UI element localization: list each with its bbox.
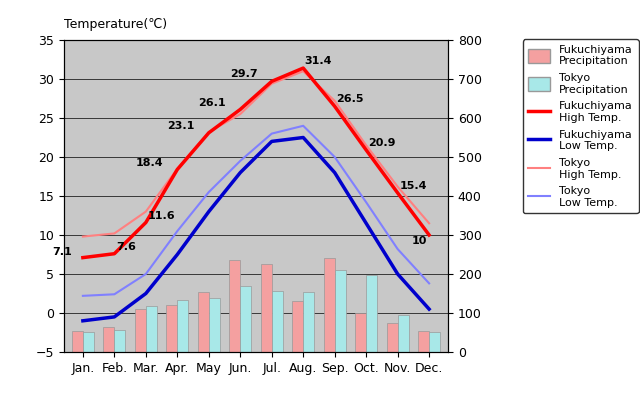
Bar xyxy=(103,327,115,352)
Bar xyxy=(240,286,252,352)
Bar xyxy=(177,300,188,352)
Bar xyxy=(272,291,283,352)
Bar xyxy=(303,292,314,352)
Text: 26.5: 26.5 xyxy=(336,94,364,104)
Bar xyxy=(387,323,397,352)
Text: Temperature(℃): Temperature(℃) xyxy=(64,18,167,31)
Bar xyxy=(429,332,440,352)
Text: 15.4: 15.4 xyxy=(399,181,427,191)
Bar xyxy=(292,301,303,352)
Bar xyxy=(146,306,157,352)
Text: 10: 10 xyxy=(412,236,428,246)
Legend: Fukuchiyama
Precipitation, Tokyo
Precipitation, Fukuchiyama
High Temp., Fukuchiy: Fukuchiyama Precipitation, Tokyo Precipi… xyxy=(523,39,639,213)
Bar xyxy=(115,330,125,352)
Bar xyxy=(335,270,346,352)
Bar xyxy=(166,305,177,352)
Text: 7.6: 7.6 xyxy=(116,242,136,252)
Bar xyxy=(418,330,429,352)
Bar xyxy=(72,330,83,352)
Bar xyxy=(135,309,146,352)
Text: 20.9: 20.9 xyxy=(368,138,396,148)
Text: 11.6: 11.6 xyxy=(147,211,175,221)
Bar xyxy=(198,292,209,352)
Text: 31.4: 31.4 xyxy=(305,56,332,66)
Bar xyxy=(209,298,220,352)
Text: 7.1: 7.1 xyxy=(52,247,72,257)
Bar xyxy=(355,313,366,352)
Bar xyxy=(229,260,240,352)
Text: 18.4: 18.4 xyxy=(136,158,163,168)
Bar xyxy=(324,258,335,352)
Text: 23.1: 23.1 xyxy=(167,121,195,131)
Bar xyxy=(260,264,272,352)
Text: 29.7: 29.7 xyxy=(230,70,257,80)
Text: 26.1: 26.1 xyxy=(198,98,226,108)
Bar xyxy=(366,275,377,352)
Bar xyxy=(397,314,409,352)
Bar xyxy=(83,332,94,352)
